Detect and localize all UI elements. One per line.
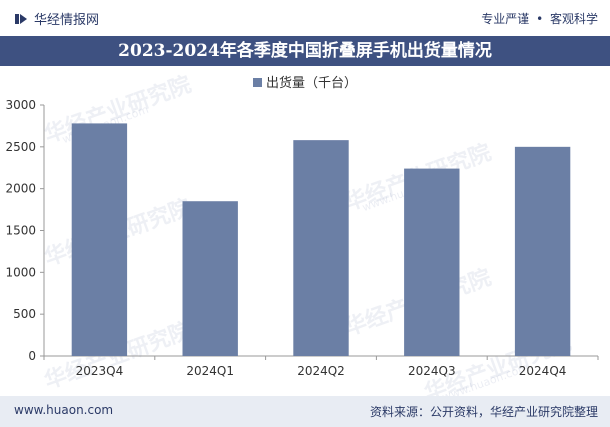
brand: 华经情报网 (14, 9, 99, 28)
brand-logo-icon (15, 13, 27, 24)
footer-source: 资料来源：公开资料，华经产业研究院整理 (369, 405, 598, 419)
x-tick-label: 2024Q1 (186, 364, 234, 378)
x-tick-label: 2023Q4 (76, 364, 124, 378)
chart-legend: 出货量（千台） (0, 72, 610, 91)
bar (182, 201, 238, 356)
chart-title: 2023-2024年各季度中国折叠屏手机出货量情况 (0, 36, 610, 66)
y-tick-label: 2500 (5, 140, 36, 154)
bar (514, 146, 571, 356)
tagline: 专业严谨 • 客观科学 (481, 10, 598, 27)
legend-swatch (252, 78, 262, 87)
y-tick-label: 1000 (5, 265, 36, 279)
legend-label: 出货量（千台） (265, 76, 357, 91)
footer: www.huaon.com 资料来源：公开资料，华经产业研究院整理 (0, 396, 610, 427)
tagline-separator: • (536, 12, 544, 26)
brand-name: 华经情报网 (34, 13, 100, 28)
y-tick-label: 500 (13, 307, 36, 321)
footer-site: www.huaon.com (14, 403, 114, 417)
top-bar: 华经情报网 专业严谨 • 客观科学 (0, 0, 610, 36)
y-tick-label: 1500 (5, 224, 36, 238)
x-tick-label: 2024Q2 (297, 364, 345, 378)
x-tick-label: 2024Q3 (408, 364, 456, 378)
y-tick-label: 3000 (5, 98, 36, 112)
bar (404, 168, 460, 356)
y-tick-label: 2000 (5, 182, 36, 196)
x-tick-label: 2024Q4 (519, 364, 567, 378)
bar-chart: 0 500 1000 1500 2000 2500 3000 2023Q4 2024Q1 2024… (5, 98, 599, 378)
bar (293, 140, 349, 356)
tagline-right: 客观科学 (549, 12, 598, 26)
bar (71, 123, 128, 356)
tagline-left: 专业严谨 (481, 12, 530, 26)
y-tick-label: 0 (28, 349, 36, 363)
